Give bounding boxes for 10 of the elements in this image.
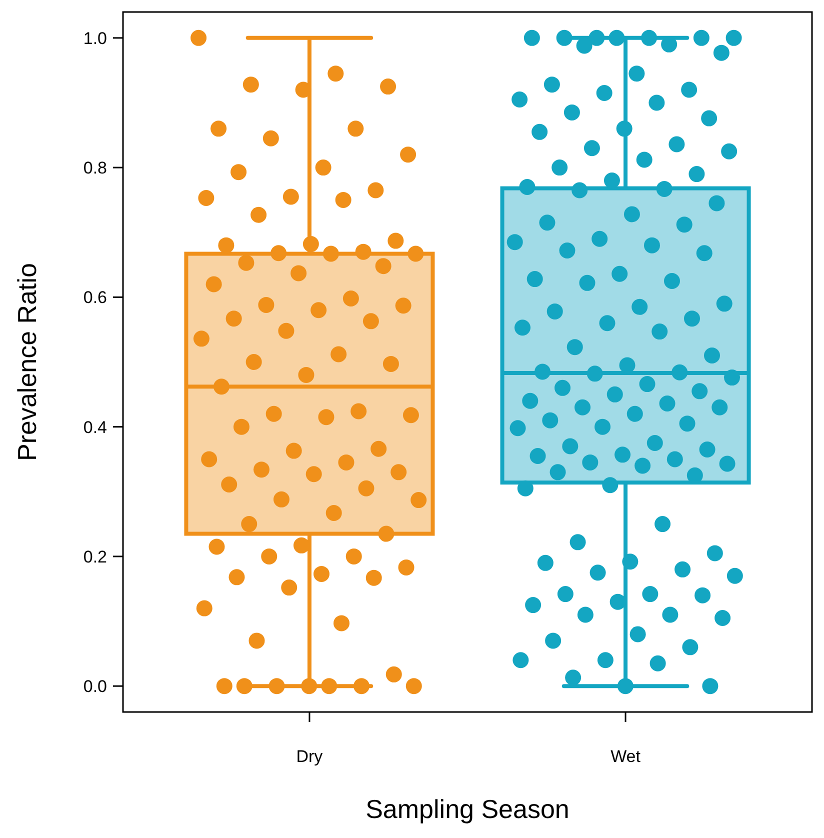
- x-tick-label: Dry: [296, 747, 324, 766]
- y-tick-label: 1.0: [83, 28, 107, 48]
- y-tick-label: 0.2: [83, 547, 107, 566]
- y-tick-label: 0.6: [83, 288, 107, 308]
- x-axis-title: Sampling Season: [366, 794, 570, 824]
- x-tick-label: Wet: [610, 747, 641, 766]
- y-tick-label: 0.8: [83, 158, 107, 178]
- y-tick-label: 0.4: [83, 418, 107, 437]
- y-tick-label: 0.0: [83, 677, 107, 696]
- y-axis-title: Prevalence Ratio: [12, 263, 42, 461]
